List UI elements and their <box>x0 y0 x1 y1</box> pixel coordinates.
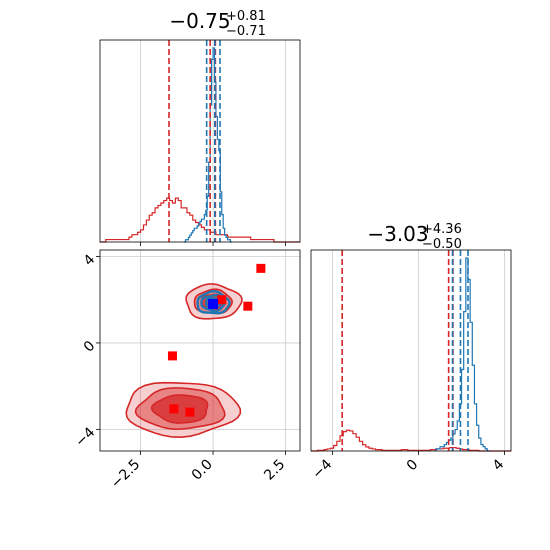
panel1-red-histogram <box>100 197 300 243</box>
panel3-joint-density: −2.5 0.0 2.5 −4 0 4 <box>72 249 301 492</box>
red-point-5 <box>185 407 195 417</box>
panel1-title-main: −0.75 <box>169 9 230 33</box>
panel3-ytick-label-1: 0 <box>81 338 99 356</box>
red-point-2 <box>243 301 253 311</box>
panel2-title-sup: +4.36 <box>422 222 462 237</box>
panel3-xtick-label-2: 2.5 <box>261 457 288 484</box>
panel3-contours <box>125 263 266 439</box>
panel1-blue-histogram <box>184 47 232 243</box>
panel2-title-sub: −0.50 <box>422 237 462 252</box>
panel1-frame <box>99 39 301 243</box>
red-point-1 <box>167 351 177 361</box>
panel3-xtick-label-0: −2.5 <box>108 457 143 492</box>
red-point-3 <box>217 295 227 305</box>
panel2-blue-histogram <box>435 257 490 452</box>
panel1-title-sub: −0.71 <box>226 24 266 39</box>
truth-point <box>208 299 219 310</box>
red-point-0 <box>256 263 266 273</box>
panel3-frame <box>99 249 301 452</box>
panel2-xtick-label-1: 0 <box>404 457 422 475</box>
red-point-4 <box>169 404 179 414</box>
panel3-xtick-label-1: 0.0 <box>189 457 216 484</box>
panel1-title-sup: +0.81 <box>226 9 266 24</box>
panel2-xtick-label-0: −4 <box>309 456 335 482</box>
panel2-xtick-label-2: 4 <box>490 456 508 474</box>
blue-contour-0 <box>196 289 231 315</box>
panel2-histogram: −4 0 4 <box>309 249 512 482</box>
panel2-title-main: −3.03 <box>367 222 428 246</box>
panel2-frame <box>310 249 512 452</box>
panel1-title: −0.75 <box>169 9 230 33</box>
panel1-histogram <box>99 39 301 246</box>
panel3-ytick-label-2: 4 <box>81 251 99 269</box>
panel3-ytick-label-0: −4 <box>72 424 98 450</box>
